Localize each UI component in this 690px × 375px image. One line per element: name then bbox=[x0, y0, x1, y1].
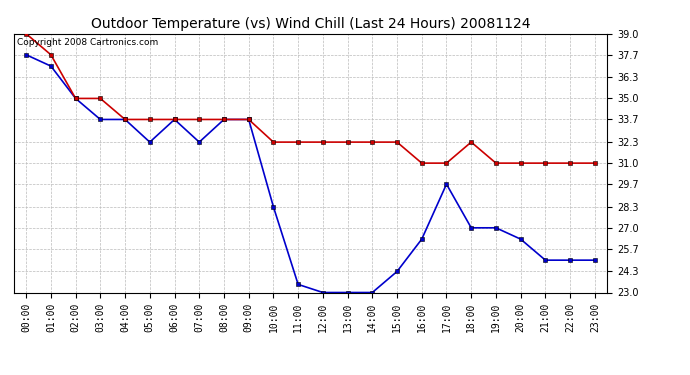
Text: Copyright 2008 Cartronics.com: Copyright 2008 Cartronics.com bbox=[17, 38, 158, 46]
Title: Outdoor Temperature (vs) Wind Chill (Last 24 Hours) 20081124: Outdoor Temperature (vs) Wind Chill (Las… bbox=[91, 17, 530, 31]
